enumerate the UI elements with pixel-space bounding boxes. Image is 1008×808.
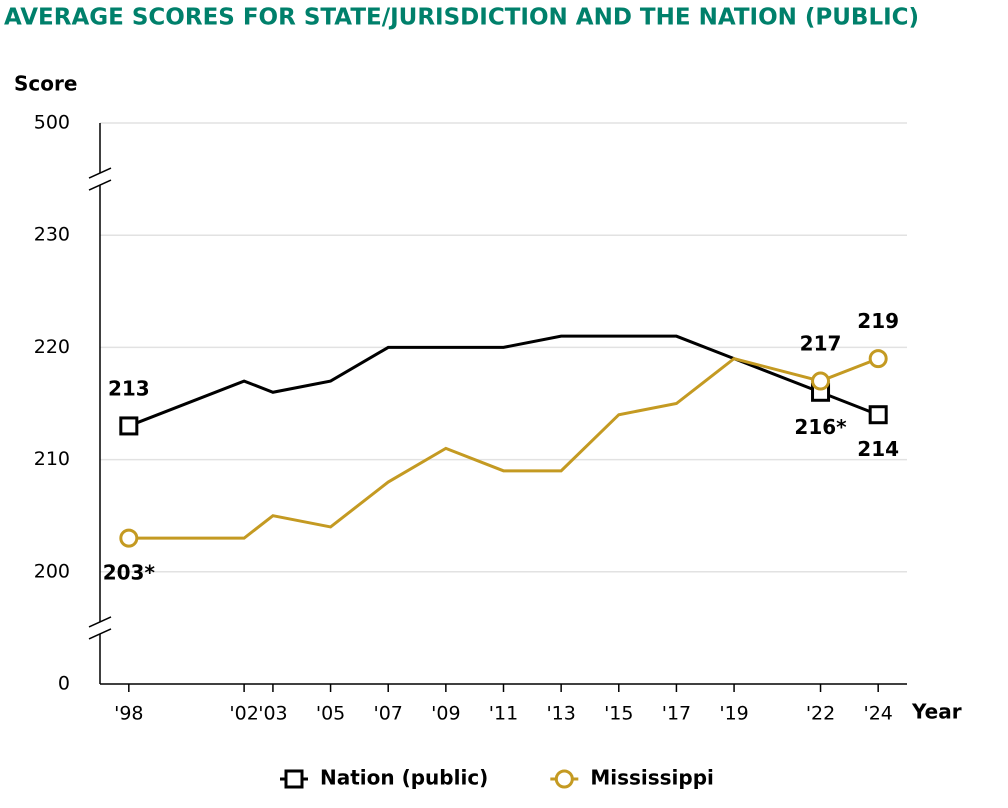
data-point — [811, 371, 831, 391]
x-tick-label: '09 — [431, 703, 460, 725]
x-tick-label: '11 — [489, 703, 518, 725]
legend-marker — [554, 769, 574, 789]
x-tick-label: '13 — [546, 703, 575, 725]
data-label: 214 — [857, 437, 899, 461]
axis-break-mark — [88, 179, 112, 191]
axis-break-gap — [97, 173, 103, 186]
y-axis-label: Score — [14, 72, 77, 96]
data-label: 213 — [108, 376, 150, 400]
data-point — [868, 405, 888, 425]
data-label: 216* — [794, 415, 847, 439]
series-line — [128, 334, 879, 428]
axis-break-mark — [88, 628, 112, 640]
x-tick-label: '19 — [719, 703, 748, 725]
axis-break-mark — [88, 616, 112, 628]
y-tick-label: 0 — [58, 673, 70, 695]
data-label: 219 — [857, 309, 899, 333]
series-line — [128, 356, 879, 540]
y-tick-label: 210 — [34, 448, 70, 470]
x-tick-label: '17 — [662, 703, 691, 725]
y-tick-label: 220 — [34, 336, 70, 358]
x-tick-label: '98 — [114, 703, 143, 725]
data-label: 203* — [103, 561, 156, 585]
y-tick-label: 200 — [34, 560, 70, 582]
legend-marker — [284, 769, 304, 789]
legend-label: Mississippi — [590, 766, 714, 790]
data-point — [868, 349, 888, 369]
y-tick-label: 500 — [34, 112, 70, 134]
data-point — [119, 528, 139, 548]
y-tick-label: 230 — [34, 224, 70, 246]
data-point — [119, 416, 139, 436]
chart-title: AVERAGE SCORES FOR STATE/JURISDICTION AN… — [4, 5, 919, 31]
x-tick-label: '03 — [258, 703, 287, 725]
x-axis-label: Year — [911, 700, 962, 724]
x-tick-label: '05 — [316, 703, 345, 725]
x-tick-label: '02 — [229, 703, 258, 725]
x-tick-label: '24 — [863, 703, 892, 725]
axis-break-mark — [88, 167, 112, 179]
axis-break-gap — [97, 621, 103, 634]
x-tick-label: '15 — [604, 703, 633, 725]
data-label: 217 — [800, 332, 842, 356]
legend-label: Nation (public) — [320, 766, 488, 790]
x-tick-label: '07 — [374, 703, 403, 725]
x-tick-label: '22 — [806, 703, 835, 725]
